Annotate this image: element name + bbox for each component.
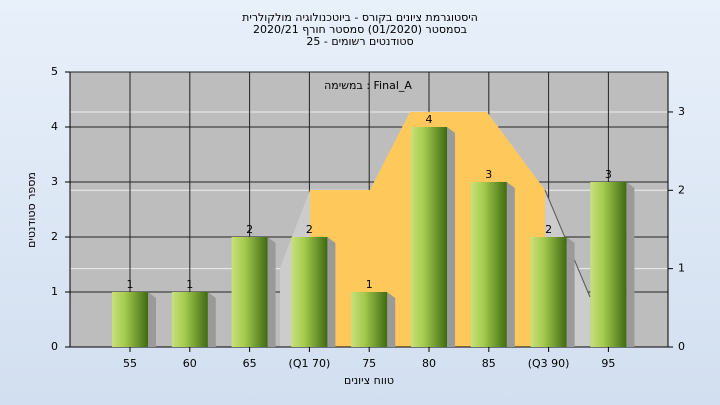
x-tick-label: 95: [601, 357, 615, 370]
y-tick-label: 1: [51, 285, 58, 298]
value-label: 1: [127, 278, 134, 291]
x-tick-label: 55: [123, 357, 137, 370]
x-axis-label: טווח ציונים: [344, 374, 394, 387]
bar-shadow: [207, 292, 216, 347]
value-label: 2: [306, 223, 313, 236]
chart-subtitle: סטודנטים רשומים - 25: [306, 35, 413, 48]
bar-shadow: [447, 127, 455, 347]
y-tick-label: 4: [51, 120, 58, 133]
x-tick-label: 75: [362, 357, 376, 370]
bar-shadow: [267, 237, 276, 347]
value-label: 2: [246, 223, 253, 236]
chart-title: היסטוגרמת ציונים בקורס - ביוטכנולוגיה מו…: [242, 11, 478, 24]
y-tick-label: 5: [51, 65, 58, 78]
y2-tick-label: 3: [678, 105, 685, 118]
x-tick-label: (Q1 70): [289, 357, 331, 370]
bar-shadow: [506, 182, 515, 347]
value-label: 1: [366, 278, 373, 291]
value-label: 3: [605, 168, 612, 181]
x-tick-label: 60: [183, 357, 197, 370]
bar-shadow: [387, 292, 396, 347]
bar: [171, 292, 208, 347]
x-tick-label: 80: [422, 357, 436, 370]
x-tick-label: (Q3 90): [528, 357, 570, 370]
bar: [231, 237, 268, 347]
x-tick-label: 65: [243, 357, 257, 370]
bar: [411, 127, 447, 347]
bar-shadow: [148, 292, 156, 347]
y-axis-label: מספר סטודנטים: [25, 172, 38, 248]
y2-tick-label: 1: [678, 262, 685, 275]
value-label: 4: [426, 113, 433, 126]
bar-shadow: [626, 182, 635, 347]
x-tick-label: 85: [482, 357, 496, 370]
y-tick-label: 3: [51, 175, 58, 188]
annotation: במשימה : Final_A: [324, 79, 412, 92]
y-tick-label: 2: [51, 230, 58, 243]
chart-subtitle: בסמסטר (01/2020) סמסטר חורף 2020/21: [253, 23, 467, 36]
y-tick-label: 0: [51, 340, 58, 353]
bar-shadow: [566, 237, 575, 347]
bar: [351, 292, 388, 347]
bar: [590, 182, 627, 347]
value-label: 1: [186, 278, 193, 291]
bar: [112, 292, 148, 347]
y2-tick-label: 0: [678, 340, 685, 353]
value-label: 3: [485, 168, 492, 181]
bar: [291, 237, 328, 347]
value-label: 2: [545, 223, 552, 236]
y2-tick-label: 2: [678, 183, 685, 196]
bar-shadow: [327, 237, 336, 347]
bar: [470, 182, 507, 347]
bar: [530, 237, 567, 347]
